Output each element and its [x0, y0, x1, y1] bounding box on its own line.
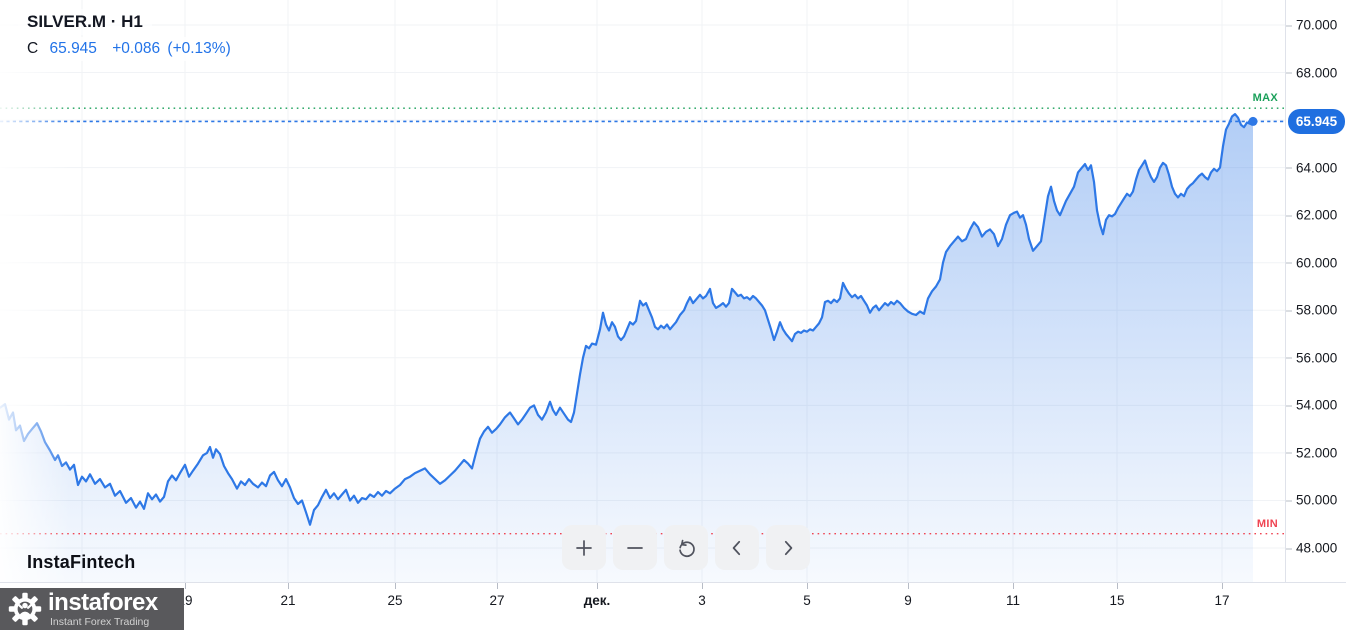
- instafintech-watermark: InstaFintech: [27, 552, 136, 572]
- quote-line: C 65.945 +0.086 (+0.13%): [18, 37, 243, 61]
- time-axis-tick: [185, 583, 186, 589]
- price-axis-label: 70.000: [1285, 17, 1338, 33]
- reset-chart-button[interactable]: [664, 525, 708, 570]
- time-axis-label: 9: [904, 593, 912, 608]
- time-axis-tick: [597, 583, 598, 589]
- time-axis-tick: [908, 583, 909, 589]
- time-axis-tick: [1013, 583, 1014, 589]
- time-axis-tick: [395, 583, 396, 589]
- scroll-left-button[interactable]: [715, 525, 759, 570]
- quote-change: +0.086: [112, 40, 161, 57]
- quote-prefix: C: [27, 40, 39, 57]
- price-axis-label: 58.000: [1285, 302, 1338, 318]
- instaforex-logo-text: instaforex: [48, 588, 158, 616]
- time-axis-tick: [702, 583, 703, 589]
- current-price-badge: 65.945: [1288, 108, 1345, 134]
- reset-arrow-icon: [679, 539, 695, 557]
- symbol-title: SILVER.M · H1: [18, 9, 152, 35]
- time-axis-tick: [1222, 583, 1223, 589]
- minus-icon: [627, 546, 643, 549]
- time-axis-label: дек.: [583, 593, 611, 608]
- time-axis-label: 3: [698, 593, 706, 608]
- time-axis-tick: [288, 583, 289, 589]
- max-marker-label: MAX: [1252, 92, 1278, 105]
- price-axis-label: 52.000: [1285, 445, 1338, 461]
- chevron-right-icon: [784, 540, 793, 555]
- time-axis-label: 27: [489, 593, 505, 608]
- time-axis-label: 11: [1005, 593, 1020, 608]
- price-chart-canvas[interactable]: [0, 0, 1285, 582]
- min-marker-label: MIN: [1256, 517, 1278, 530]
- time-axis-tick: [497, 583, 498, 589]
- quote-change-percent: (+0.13%): [167, 40, 231, 57]
- price-axis-label: 54.000: [1285, 397, 1338, 413]
- price-axis[interactable]: 65.945 70.000 68.000 64.000 62.000 60.000 58.…: [1285, 0, 1346, 582]
- time-axis-tick: [1117, 583, 1118, 589]
- price-axis-label: 48.000: [1285, 540, 1338, 556]
- time-axis-label: 21: [280, 593, 296, 608]
- scroll-right-button[interactable]: [766, 525, 810, 570]
- instaforex-logo-tagline: Instant Forex Trading: [50, 615, 150, 628]
- instaforex-gear-icon: [8, 592, 42, 626]
- price-axis-label: 60.000: [1285, 255, 1338, 271]
- price-axis-label: 64.000: [1285, 160, 1338, 176]
- zoom-in-button[interactable]: [562, 525, 606, 570]
- plus-icon: [576, 539, 592, 556]
- time-axis-tick: [807, 583, 808, 589]
- price-axis-label: 68.000: [1285, 65, 1338, 81]
- chart-toolbar: [562, 525, 810, 570]
- zoom-out-button[interactable]: [613, 525, 657, 570]
- price-axis-label: 62.000: [1285, 207, 1338, 223]
- time-axis-label: 5: [803, 593, 811, 608]
- time-axis-label: 25: [387, 593, 403, 608]
- price-axis-label: 56.000: [1285, 350, 1338, 366]
- time-axis-label: 17: [1214, 593, 1230, 608]
- time-axis[interactable]: 19 21 25 27 дек. 3 5 9 11 15 17: [0, 582, 1346, 630]
- chevron-left-icon: [732, 540, 741, 555]
- instaforex-logo: instaforex Instant Forex Trading: [0, 588, 184, 630]
- quote-price: 65.945: [49, 40, 97, 57]
- price-axis-label: 50.000: [1285, 492, 1338, 508]
- chart-legend: SILVER.M · H1 C 65.945 +0.086 (+0.13%): [18, 9, 243, 61]
- time-axis-label: 15: [1109, 593, 1125, 608]
